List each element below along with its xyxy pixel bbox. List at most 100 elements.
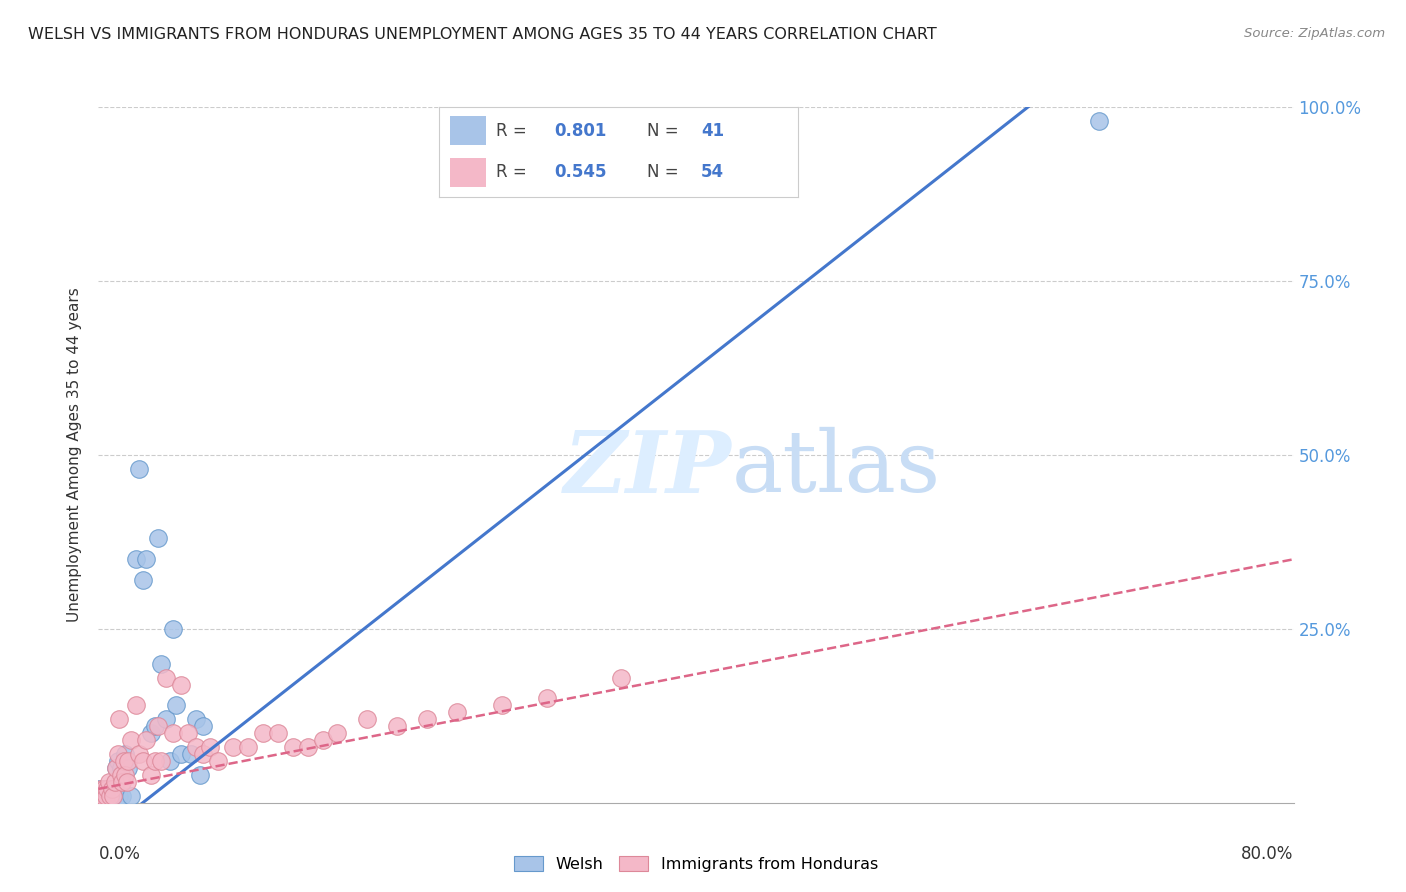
- Point: [94, 789, 117, 803]
- Point: [184, 712, 207, 726]
- Point: [87, 789, 110, 803]
- Text: ZIP: ZIP: [564, 427, 733, 510]
- Point: [96, 781, 118, 796]
- Point: [117, 754, 139, 768]
- Point: [536, 691, 558, 706]
- Point: [132, 754, 155, 768]
- Point: [89, 789, 111, 803]
- Point: [97, 789, 120, 803]
- Point: [120, 789, 142, 803]
- Point: [107, 754, 129, 768]
- Point: [89, 796, 111, 810]
- Point: [103, 789, 125, 803]
- Point: [104, 775, 127, 789]
- Point: [93, 781, 115, 796]
- Point: [155, 671, 177, 685]
- Point: [87, 781, 110, 796]
- Point: [87, 789, 110, 803]
- Point: [103, 789, 125, 803]
- Point: [207, 754, 229, 768]
- Point: [150, 754, 173, 768]
- Point: [165, 698, 187, 713]
- Point: [100, 781, 122, 796]
- Point: [169, 677, 191, 691]
- Point: [111, 775, 134, 789]
- Point: [115, 775, 138, 789]
- Point: [94, 789, 117, 803]
- Point: [120, 733, 142, 747]
- Point: [267, 726, 290, 740]
- Point: [159, 754, 181, 768]
- Point: [191, 719, 214, 733]
- Point: [96, 781, 118, 796]
- Point: [446, 706, 468, 720]
- Point: [93, 781, 115, 796]
- Point: [112, 754, 135, 768]
- Point: [148, 719, 170, 733]
- Text: atlas: atlas: [733, 427, 941, 510]
- Point: [311, 733, 333, 747]
- Point: [326, 726, 349, 740]
- Text: 0.0%: 0.0%: [98, 845, 141, 863]
- Point: [114, 768, 136, 782]
- Point: [132, 573, 155, 587]
- Point: [200, 740, 222, 755]
- Point: [184, 740, 207, 755]
- Point: [150, 657, 173, 671]
- Point: [111, 789, 134, 803]
- Text: 80.0%: 80.0%: [1241, 845, 1294, 863]
- Point: [91, 789, 114, 803]
- Point: [139, 768, 162, 782]
- Point: [180, 747, 202, 761]
- Point: [640, 120, 662, 135]
- Point: [169, 747, 191, 761]
- Point: [110, 761, 132, 775]
- Point: [91, 789, 114, 803]
- Point: [655, 114, 678, 128]
- Point: [128, 462, 150, 476]
- Point: [491, 698, 513, 713]
- Point: [125, 698, 148, 713]
- Point: [117, 761, 139, 775]
- Point: [191, 747, 214, 761]
- Point: [236, 740, 259, 755]
- Point: [90, 781, 112, 796]
- Point: [110, 768, 132, 782]
- Point: [148, 532, 170, 546]
- Point: [128, 747, 150, 761]
- Point: [297, 740, 319, 755]
- Point: [385, 719, 409, 733]
- Point: [108, 789, 131, 803]
- Point: [135, 733, 157, 747]
- Point: [252, 726, 274, 740]
- Text: WELSH VS IMMIGRANTS FROM HONDURAS UNEMPLOYMENT AMONG AGES 35 TO 44 YEARS CORRELA: WELSH VS IMMIGRANTS FROM HONDURAS UNEMPL…: [28, 27, 936, 42]
- Point: [101, 781, 124, 796]
- Point: [107, 747, 129, 761]
- Point: [101, 781, 124, 796]
- Y-axis label: Unemployment Among Ages 35 to 44 years: Unemployment Among Ages 35 to 44 years: [67, 287, 83, 623]
- Point: [105, 761, 128, 775]
- Point: [87, 789, 110, 803]
- Point: [1088, 114, 1111, 128]
- Point: [188, 768, 211, 782]
- Point: [105, 761, 128, 775]
- Point: [356, 712, 378, 726]
- Point: [155, 712, 177, 726]
- Point: [90, 789, 112, 803]
- Point: [143, 719, 166, 733]
- Point: [125, 552, 148, 566]
- Point: [177, 726, 200, 740]
- Point: [222, 740, 245, 755]
- Point: [104, 781, 127, 796]
- Point: [97, 775, 120, 789]
- Legend: Welsh, Immigrants from Honduras: Welsh, Immigrants from Honduras: [508, 850, 884, 879]
- Point: [610, 671, 633, 685]
- Point: [143, 754, 166, 768]
- Point: [100, 789, 122, 803]
- Point: [162, 622, 184, 636]
- Point: [114, 747, 136, 761]
- Point: [162, 726, 184, 740]
- Point: [108, 712, 131, 726]
- Point: [281, 740, 304, 755]
- Point: [139, 726, 162, 740]
